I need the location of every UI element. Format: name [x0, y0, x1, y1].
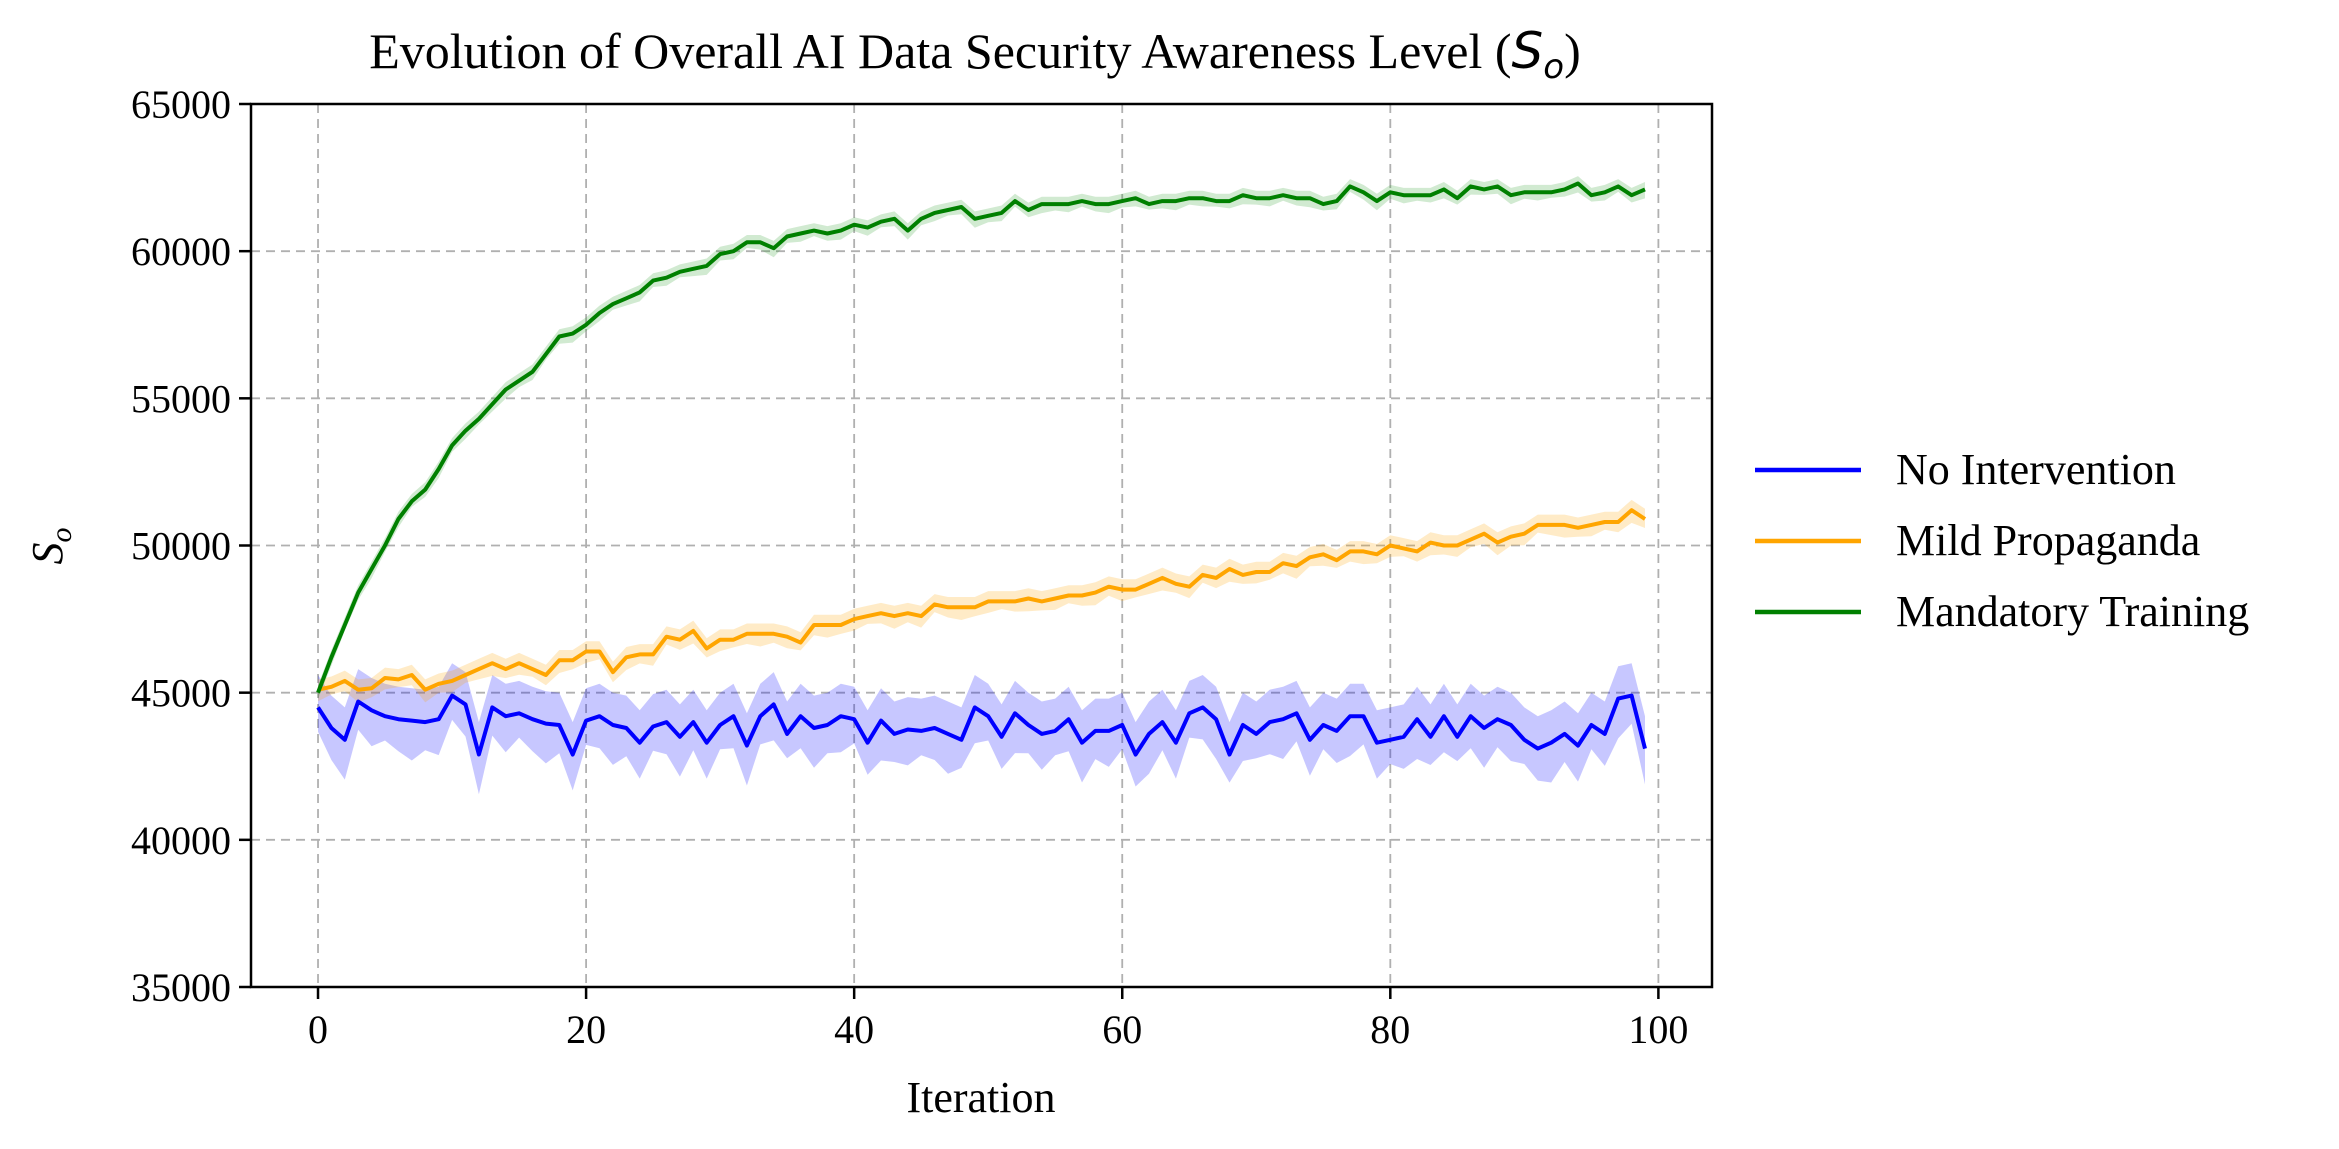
- series-lines: [316, 181, 1647, 757]
- y-tick-label-1: 40000: [131, 818, 231, 863]
- y-axis-ticks: 35000 40000 45000 50000 55000 60000 65000: [131, 82, 251, 1010]
- y-tick-label-3: 50000: [131, 524, 231, 569]
- x-tick-label-5: 100: [1628, 1007, 1688, 1052]
- y-tick-label-6: 65000: [131, 82, 231, 127]
- y-tick-label-5: 60000: [131, 229, 231, 274]
- band-2: [318, 176, 1645, 700]
- band-0: [318, 663, 1645, 795]
- legend-label-0: No Intervention: [1896, 445, 2176, 494]
- x-tick-label-3: 60: [1102, 1007, 1142, 1052]
- confidence-bands: [318, 176, 1645, 795]
- x-axis-label: Iteration: [906, 1073, 1055, 1122]
- legend-label-1: Mild Propaganda: [1896, 516, 2200, 565]
- x-tick-label-2: 40: [834, 1007, 874, 1052]
- x-tick-label-1: 20: [566, 1007, 606, 1052]
- legend-label-2: Mandatory Training: [1896, 587, 2249, 636]
- x-tick-label-0: 0: [308, 1007, 328, 1052]
- y-tick-label-2: 45000: [131, 671, 231, 716]
- band-1: [318, 499, 1645, 703]
- y-axis-label: So: [23, 528, 78, 565]
- legend: No Intervention Mild Propaganda Mandatory …: [1755, 445, 2249, 636]
- x-tick-label-4: 80: [1370, 1007, 1410, 1052]
- series-line-2: [316, 181, 1646, 694]
- series-line-1: [317, 508, 1647, 692]
- y-tick-label-4: 55000: [131, 376, 231, 421]
- chart-title: Evolution of Overall AI Data Security Aw…: [369, 22, 1581, 87]
- x-axis-ticks: 0 20 40 60 80 100: [308, 987, 1688, 1052]
- y-tick-label-0: 35000: [131, 965, 231, 1010]
- series-line-0: [316, 693, 1647, 757]
